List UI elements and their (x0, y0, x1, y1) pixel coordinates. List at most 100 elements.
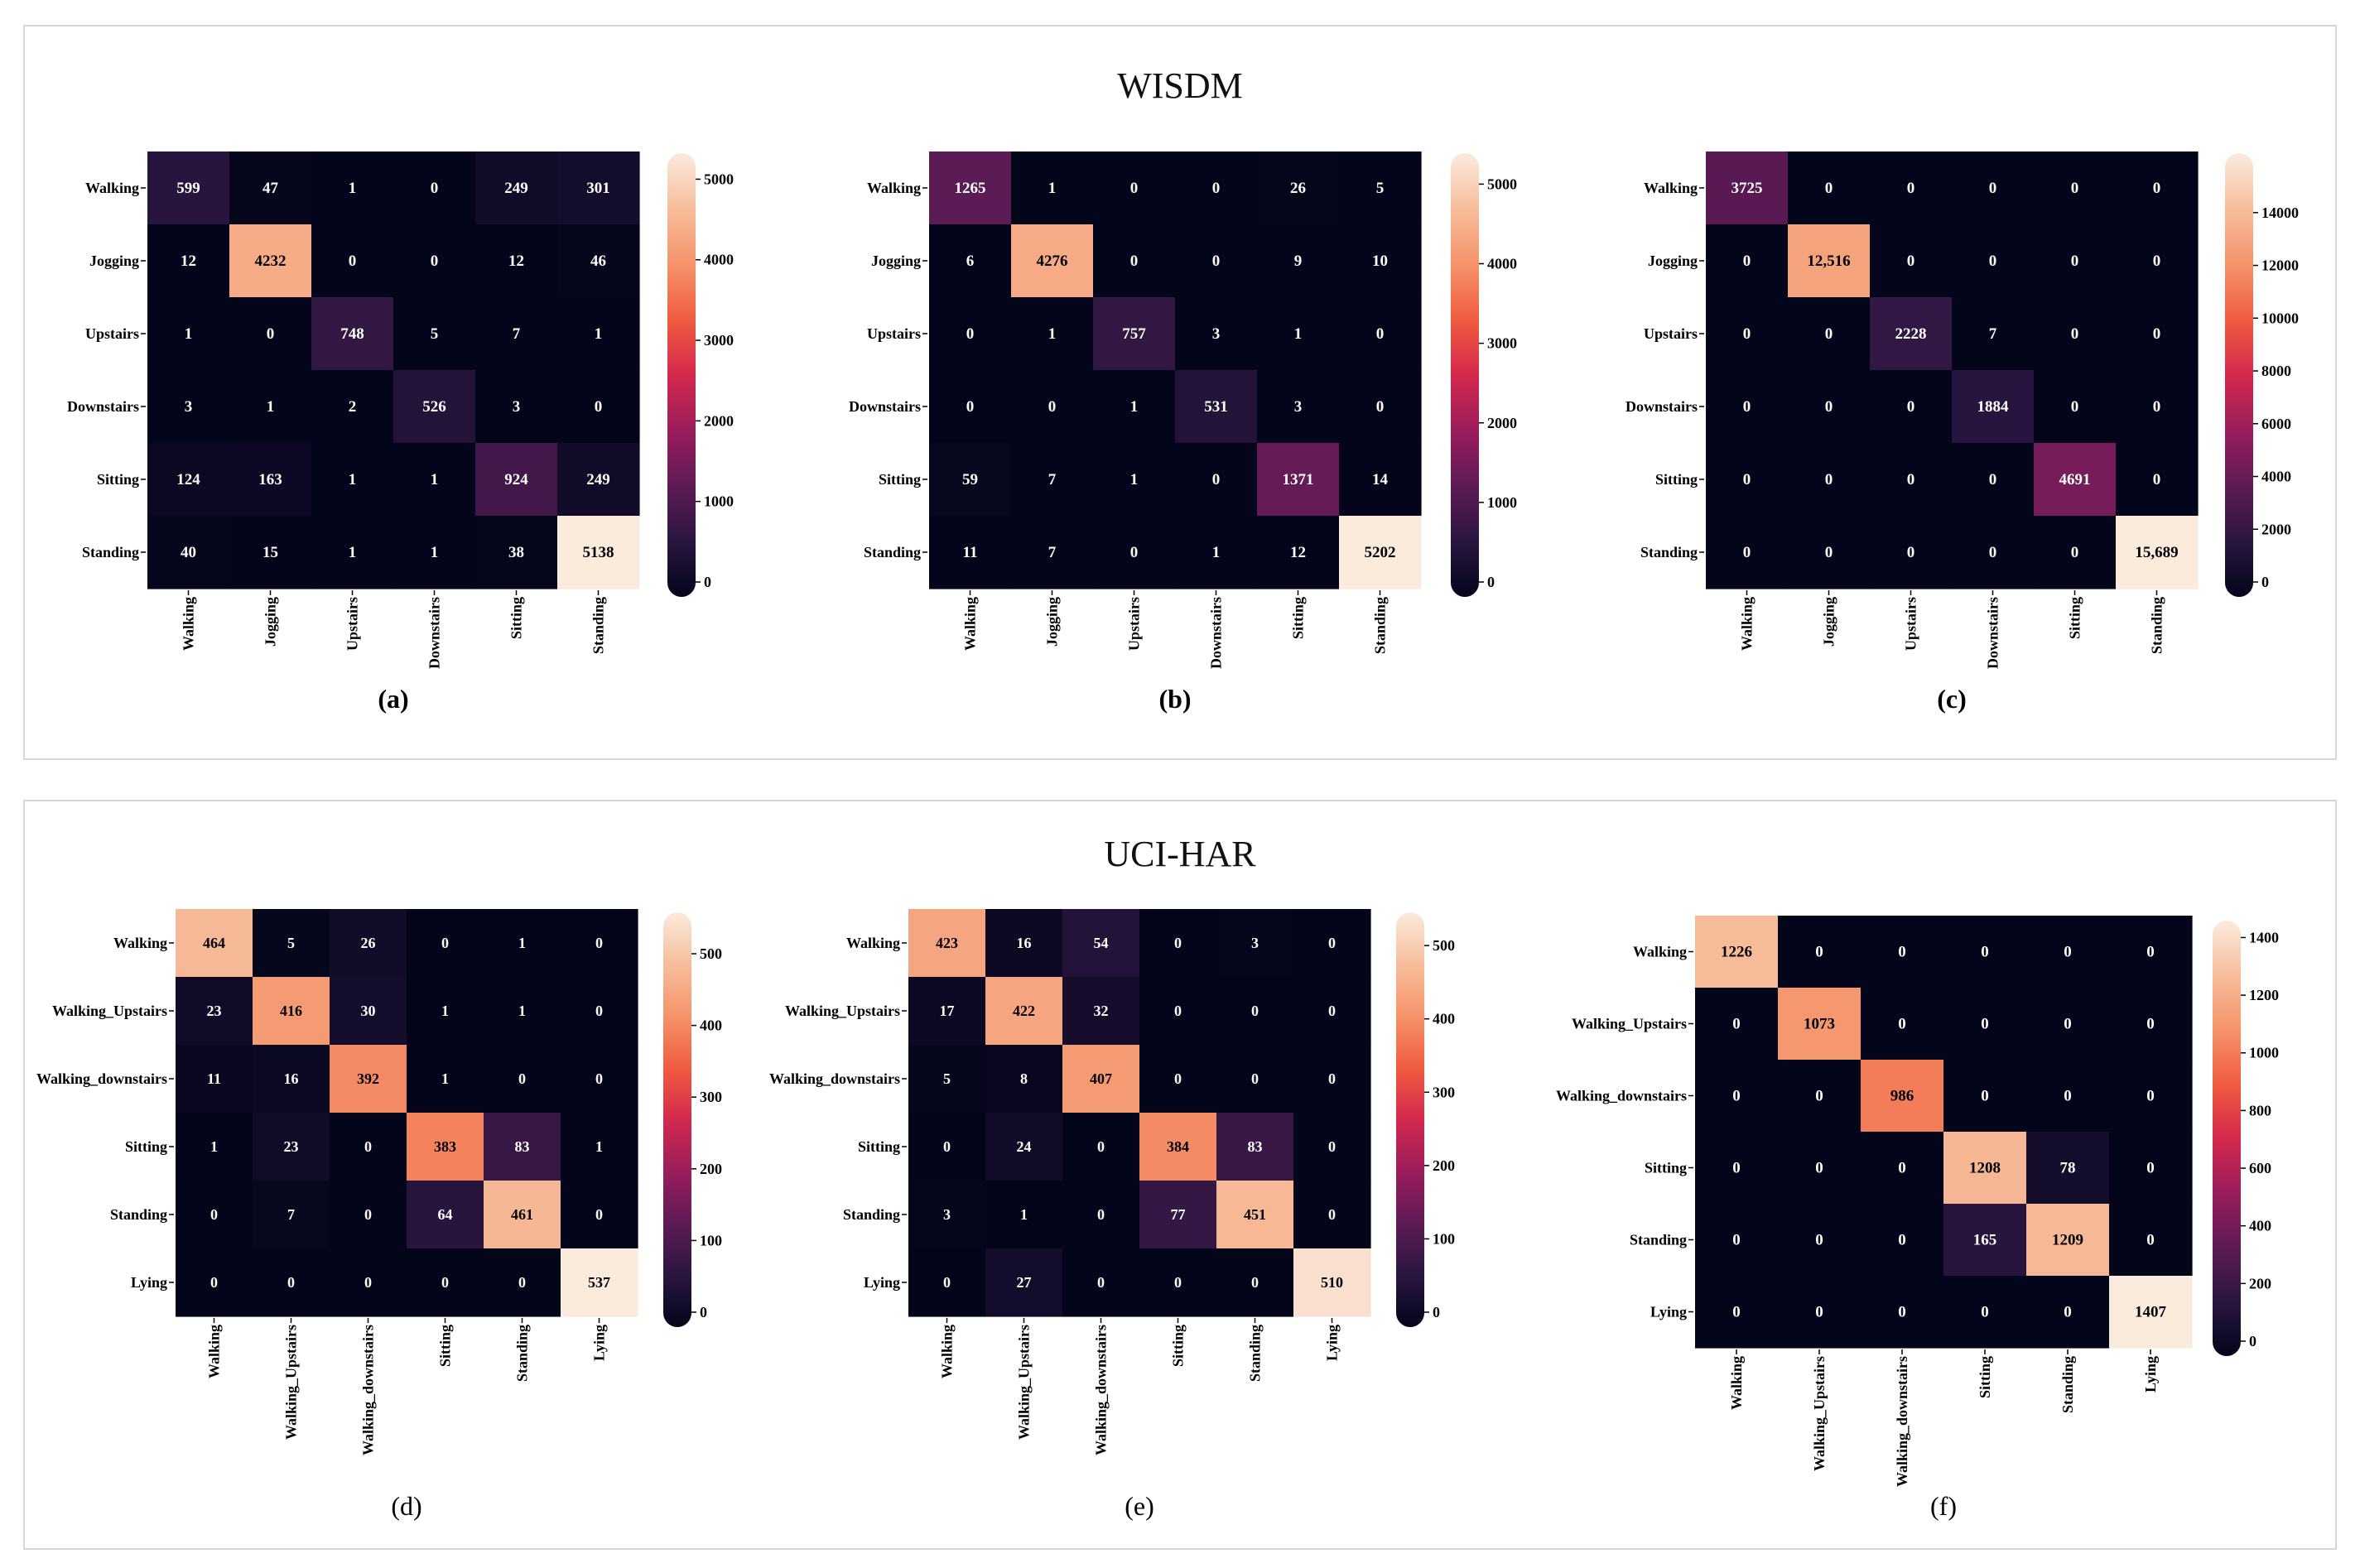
heatmap-cell (2034, 443, 2117, 517)
heatmap-cell (561, 1045, 638, 1113)
heatmap-cell (1778, 1132, 1862, 1205)
cell-value-label: 0 (1907, 398, 1915, 416)
cell-value-label: 1 (441, 1003, 449, 1019)
cell-value-label: 10 (1372, 253, 1388, 270)
heatmap-cell (929, 443, 1012, 517)
cell-value-label: 0 (518, 1070, 526, 1087)
cell-value-label: 1 (1130, 398, 1139, 416)
heatmap-cell (1175, 516, 1258, 589)
cell-value-label: 0 (1815, 1304, 1823, 1321)
cell-value-label: 0 (1174, 935, 1182, 951)
heatmap-cell (2026, 1060, 2110, 1133)
heatmap-cell (1788, 443, 1871, 517)
heatmap-cell (330, 1248, 407, 1317)
cell-value-label: 0 (2146, 1088, 2155, 1105)
cell-value-label: 1 (267, 398, 275, 416)
cell-value-label: 0 (1174, 1274, 1182, 1291)
heatmap-cell (2109, 916, 2193, 988)
x-tick-label: Lying (591, 1325, 608, 1361)
heatmap-cell (1788, 297, 1871, 371)
cell-value-label: 30 (361, 1003, 376, 1019)
heatmap-cell (985, 1045, 1063, 1113)
heatmap-cell (1216, 1181, 1294, 1249)
heatmap-cell (1861, 988, 1944, 1061)
colorbar-tick-label: 4000 (704, 252, 734, 268)
cell-value-label: 3725 (1731, 180, 1763, 197)
heatmap-cell (176, 1181, 253, 1249)
cell-value-label: 1 (210, 1138, 218, 1155)
colorbar-tick-label: 1000 (2249, 1045, 2279, 1061)
y-tick-label: Standing (1630, 1232, 1687, 1248)
heatmap-cell (561, 1181, 638, 1249)
cell-value-label: 0 (1907, 544, 1915, 561)
cell-value-label: 27 (1017, 1274, 1032, 1291)
cell-value-label: 5138 (583, 544, 614, 561)
cell-value-label: 531 (1204, 398, 1228, 416)
heatmap-cell (393, 516, 476, 589)
heatmap-b: 1265 1 0 0 26 56 4276 0 0 9 100 1 757 3 1 00 0 1 531 3 059 7 1… (849, 152, 1517, 714)
heatmap-cell (407, 977, 484, 1046)
cell-value-label: 0 (1815, 1088, 1823, 1105)
cell-value-label: 0 (1815, 1232, 1823, 1249)
cell-value-label: 15 (262, 544, 278, 561)
heatmap-cell (557, 152, 640, 225)
cell-value-label: 0 (1981, 1088, 1989, 1105)
cell-value-label: 1209 (2052, 1232, 2083, 1249)
heatmap-cell (1695, 988, 1779, 1061)
heatmap-cell (475, 443, 558, 517)
cell-value-label: 0 (595, 935, 603, 951)
cell-value-label: 757 (1122, 325, 1146, 343)
cell-value-label: 14 (1372, 471, 1389, 488)
heatmap-cell (229, 224, 312, 298)
heatmap-cell (253, 1248, 330, 1317)
cell-value-label: 0 (210, 1274, 218, 1291)
heatmap-cell (484, 909, 561, 978)
cell-value-label: 5 (287, 935, 295, 951)
heatmap-cell (985, 909, 1063, 978)
cell-value-label: 0 (1212, 471, 1221, 488)
heatmap-cell (908, 1113, 986, 1181)
heatmap-cell (330, 1181, 407, 1249)
heatmap-cell (1943, 988, 2027, 1061)
heatmap-cell (929, 370, 1012, 444)
heatmap-cell (1870, 152, 1953, 225)
heatmap-cell (1339, 443, 1422, 517)
heatmap-cell (2026, 1204, 2110, 1277)
heatmap-cell (1788, 152, 1871, 225)
heatmap-cell (1339, 152, 1422, 225)
heatmap-cell (229, 297, 312, 371)
x-tick-label: Walking (962, 597, 979, 651)
cell-value-label: 26 (361, 935, 376, 951)
cell-value-label: 1 (518, 935, 526, 951)
heatmap-cell (311, 152, 394, 225)
x-tick-label: Walking_Upstairs (283, 1325, 300, 1440)
heatmap-cell (484, 977, 561, 1046)
y-tick-label: Downstairs (67, 398, 139, 415)
x-tick-label: Standing (1247, 1325, 1264, 1382)
heatmap-cell (1062, 909, 1140, 978)
x-tick-label: Walking_downstairs (1093, 1325, 1110, 1455)
x-tick-label: Downstairs (1985, 597, 2001, 669)
heatmap-cell (929, 224, 1012, 298)
y-tick-label: Lying (1650, 1304, 1687, 1320)
cell-value-label: 54 (1094, 935, 1109, 951)
cell-value-label: 748 (340, 325, 364, 343)
cell-value-label: 16 (1017, 935, 1032, 951)
cell-value-label: 6 (966, 253, 975, 270)
cell-value-label: 0 (2071, 544, 2079, 561)
cell-value-label: 11 (963, 544, 978, 561)
heatmap-cell (475, 297, 558, 371)
cell-value-label: 0 (518, 1274, 526, 1291)
heatmap-cell (1870, 370, 1953, 444)
cell-value-label: 0 (1328, 935, 1336, 951)
heatmap-cell (1952, 152, 2035, 225)
cell-value-label: 1 (1048, 180, 1057, 197)
subfigure-caption: (f) (1930, 1491, 1957, 1521)
heatmap-cell (1139, 1113, 1217, 1181)
heatmap-cell (1011, 370, 1094, 444)
cell-value-label: 0 (1898, 1160, 1906, 1177)
heatmap-cell (147, 370, 230, 444)
heatmap-cell (1216, 977, 1294, 1046)
heatmap-cell (311, 443, 394, 517)
